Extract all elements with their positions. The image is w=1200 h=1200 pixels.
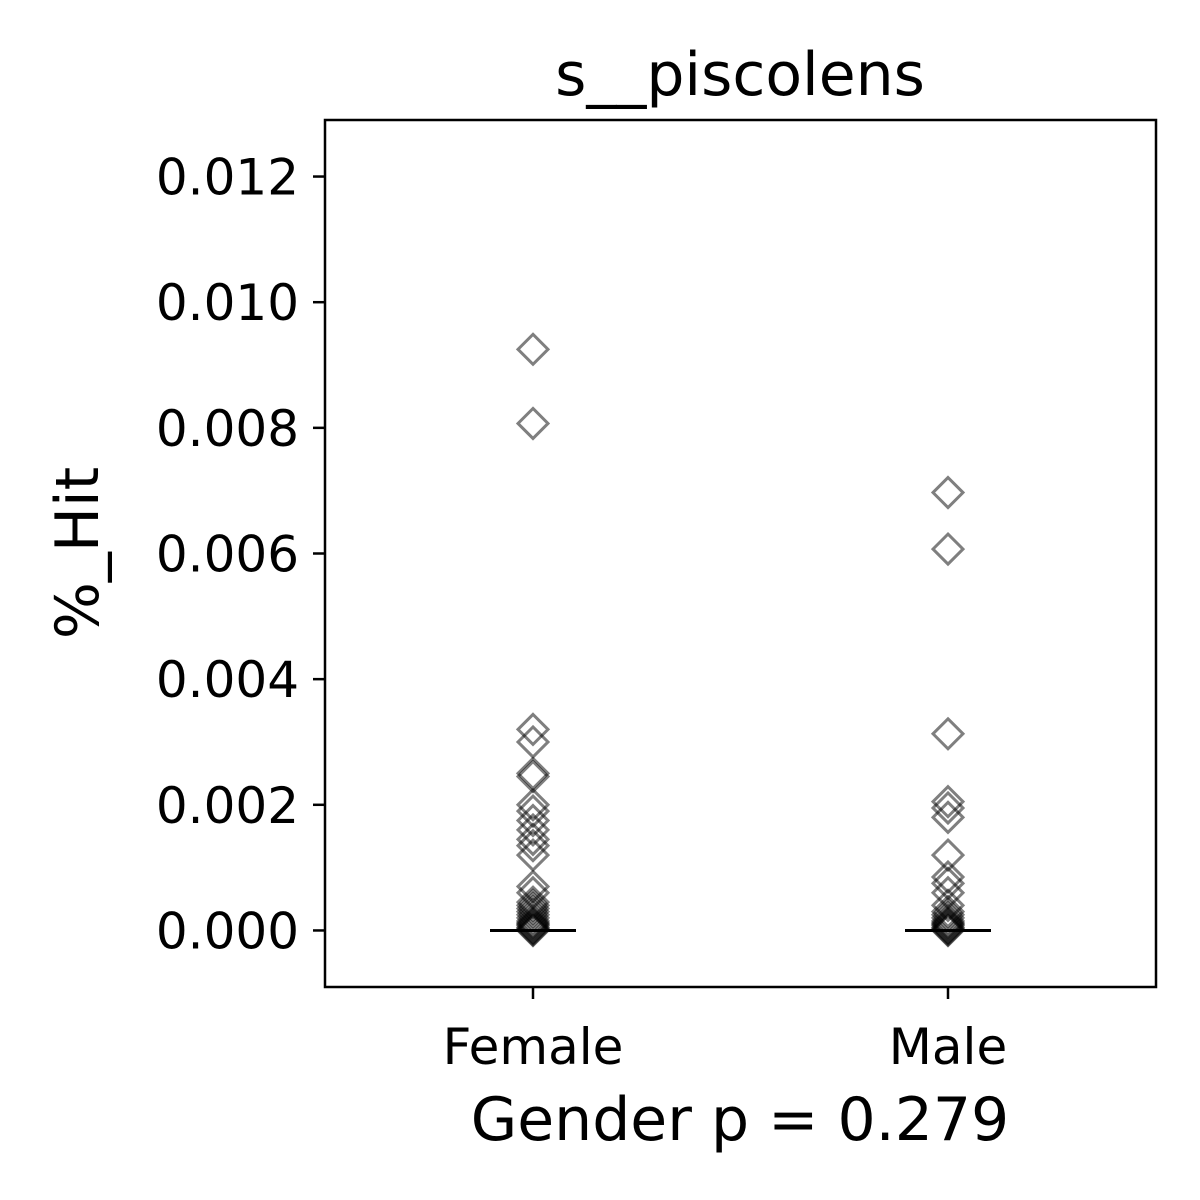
data-point — [930, 900, 966, 936]
y-tick-label: 0.010 — [156, 274, 299, 332]
y-tick-label: 0.008 — [156, 400, 299, 458]
y-axis-title: %_Hit — [43, 467, 113, 639]
y-tick-label: 0.012 — [156, 149, 299, 207]
data-point — [930, 716, 966, 751]
data-point — [515, 900, 551, 936]
data-point — [930, 800, 966, 835]
data-point — [515, 913, 551, 948]
x-axis-title: Gender p = 0.279 — [471, 1085, 1009, 1155]
plot-frame — [323, 118, 1158, 989]
data-point — [515, 812, 551, 848]
y-tick-label: 0.002 — [156, 777, 299, 835]
data-point — [515, 406, 551, 441]
data-point — [930, 790, 966, 826]
plot-area: 0.000 0.002 0.004 0.006 0.008 0.010 0.012 Femal… — [156, 149, 1007, 1076]
x-tick-label: Female — [443, 1018, 624, 1076]
data-point — [930, 784, 966, 819]
data-point — [930, 888, 966, 923]
data-point — [930, 913, 966, 948]
data-point — [515, 828, 551, 863]
data-point — [515, 803, 551, 838]
data-point — [930, 894, 966, 929]
x-tick-label: Male — [889, 1018, 1007, 1076]
y-tick-label: 0.000 — [156, 902, 299, 960]
data-point — [515, 888, 551, 923]
data-point — [515, 891, 551, 926]
data-point — [515, 822, 551, 857]
data-point — [515, 712, 551, 747]
y-tick-label: 0.004 — [156, 651, 299, 709]
data-point — [515, 787, 551, 822]
y-tick-label: 0.006 — [156, 526, 299, 584]
chart-title: s__piscolens — [555, 40, 925, 110]
data-point — [515, 894, 551, 929]
data-point — [515, 332, 551, 367]
data-point — [930, 475, 966, 510]
data-point — [930, 531, 966, 567]
